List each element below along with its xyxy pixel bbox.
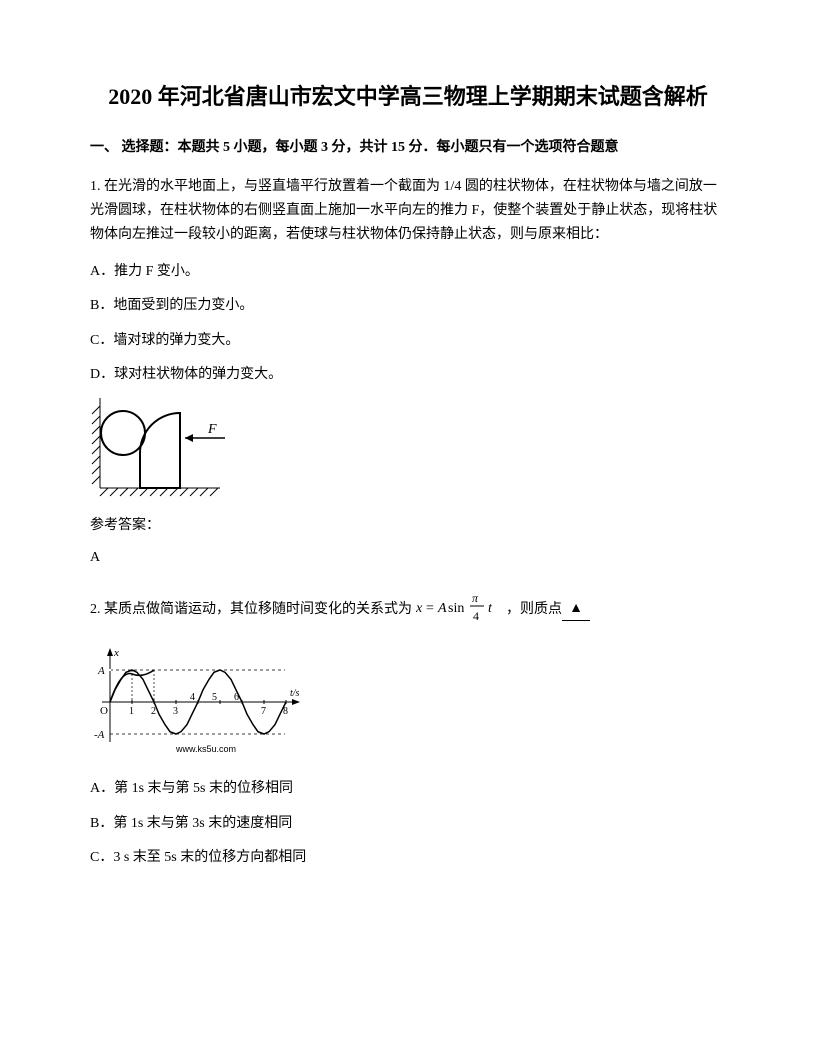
q1-option-c: C．墙对球的弹力变大。 [90,330,726,352]
q1-option-a: A．推力 F 变小。 [90,261,726,283]
section-heading: 一、 选择题：本题共 5 小题，每小题 3 分，共计 15 分．每小题只有一个选… [90,137,726,159]
svg-text:6: 6 [234,692,239,703]
svg-text:t: t [488,601,493,616]
q1-option-b: B．地面受到的压力变小。 [90,295,726,317]
q2-option-c: C．3 s 末至 5s 末的位移方向都相同 [90,847,726,869]
svg-text:3: 3 [173,706,178,717]
q2-stem-after: ，则质点 [506,599,562,621]
svg-text:π: π [472,591,479,605]
svg-text:4: 4 [190,692,195,703]
q2-option-b: B．第 1s 末与第 3s 末的速度相同 [90,813,726,835]
svg-text:1: 1 [129,706,134,717]
q2-stem-before: 2. 某质点做简谐运动，其位移随时间变化的关系式为 [90,599,412,621]
origin-label: O [100,705,108,717]
q1-stem: 1. 在光滑的水平地面上，与竖直墙平行放置着一个截面为 1/4 圆的柱状物体，在… [90,175,726,246]
page-title: 2020 年河北省唐山市宏文中学高三物理上学期期末试题含解析 [90,80,726,113]
q2-stem: 2. 某质点做简谐运动，其位移随时间变化的关系式为 x = A sin π 4 … [90,588,726,632]
y-axis-label: x [113,647,119,659]
q2-option-a: A．第 1s 末与第 5s 末的位移相同 [90,778,726,800]
svg-text:x: x [416,601,423,616]
y-top-label: A [97,665,105,677]
svg-text:=: = [426,601,434,616]
y-bottom-label: -A [94,729,105,741]
force-label: F [207,422,217,437]
svg-text:8: 8 [283,706,288,717]
svg-text:2: 2 [151,706,156,717]
q2-blank: ▲ [562,598,590,621]
watermark: www.ks5u.com [175,744,236,754]
svg-text:A: A [437,601,447,616]
q1-answer-label: 参考答案： [90,515,726,537]
svg-text:sin: sin [448,601,464,616]
q2-formula: x = A sin π 4 t [416,588,502,632]
svg-text:5: 5 [212,692,217,703]
q1-diagram: F [90,398,250,498]
q1-answer: A [90,547,726,569]
x-axis-label: t/s [290,688,300,699]
q2-graph: 1 2 3 4 5 6 7 8 x A -A O t/s www.ks5u.co… [90,642,310,762]
svg-text:4: 4 [473,609,479,623]
svg-text:7: 7 [261,706,266,717]
q1-option-d: D．球对柱状物体的弹力变大。 [90,364,726,386]
